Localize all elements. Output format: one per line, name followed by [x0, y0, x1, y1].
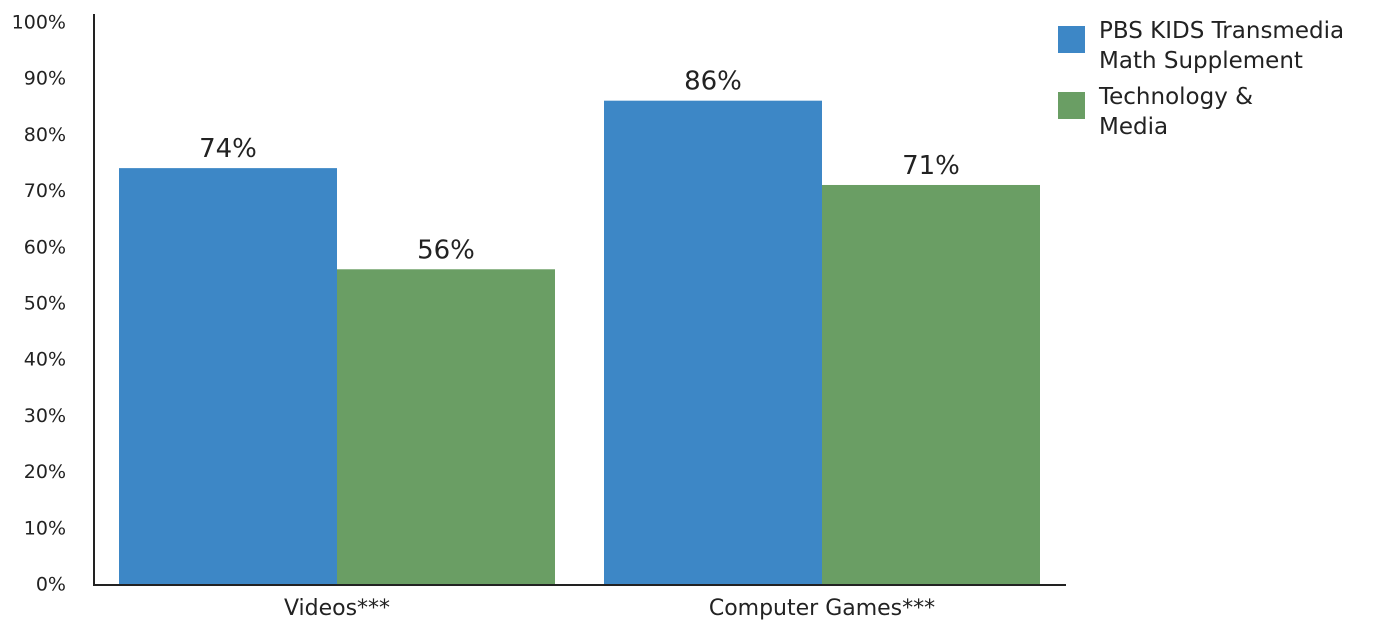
y-tick-label: 80%	[24, 124, 66, 146]
y-tick-label: 0%	[36, 574, 66, 596]
legend-swatch-series-2	[1058, 92, 1085, 119]
data-label: 71%	[902, 151, 960, 181]
bars	[119, 100, 1040, 585]
bar	[119, 168, 337, 584]
data-label: 86%	[684, 67, 742, 97]
legend-label-series-2: Technology & Media	[1099, 84, 1254, 140]
x-category-label: Videos***	[284, 596, 390, 621]
bar	[822, 184, 1040, 585]
y-tick-label: 100%	[12, 12, 66, 34]
legend: PBS KIDS Transmedia Math Supplement Tech…	[1058, 16, 1368, 148]
axes	[93, 14, 1066, 586]
y-tick-label: 20%	[24, 461, 66, 483]
y-tick-label: 40%	[24, 349, 66, 371]
legend-item-series-2: Technology & Media	[1058, 82, 1368, 142]
y-axis-tick-labels: 0% 10% 20% 30% 40% 50% 60% 70% 80% 90% 100%	[12, 12, 66, 596]
data-label: 74%	[199, 134, 257, 164]
y-tick-label: 70%	[24, 180, 66, 202]
legend-swatch-series-1	[1058, 26, 1085, 53]
y-tick-label: 90%	[24, 68, 66, 90]
legend-item-series-1: PBS KIDS Transmedia Math Supplement	[1058, 16, 1368, 76]
y-tick-label: 30%	[24, 405, 66, 427]
bar	[337, 269, 555, 584]
y-tick-label: 10%	[24, 517, 66, 539]
x-category-label: Computer Games***	[709, 596, 935, 621]
data-labels: 74% 56% 86% 71%	[199, 67, 960, 266]
bar	[604, 100, 822, 585]
data-label: 56%	[417, 235, 475, 265]
legend-label-series-1: PBS KIDS Transmedia Math Supplement	[1099, 18, 1345, 74]
y-tick-label: 60%	[24, 236, 66, 258]
x-axis-category-labels: Videos*** Computer Games***	[284, 596, 935, 621]
y-tick-label: 50%	[24, 293, 66, 315]
